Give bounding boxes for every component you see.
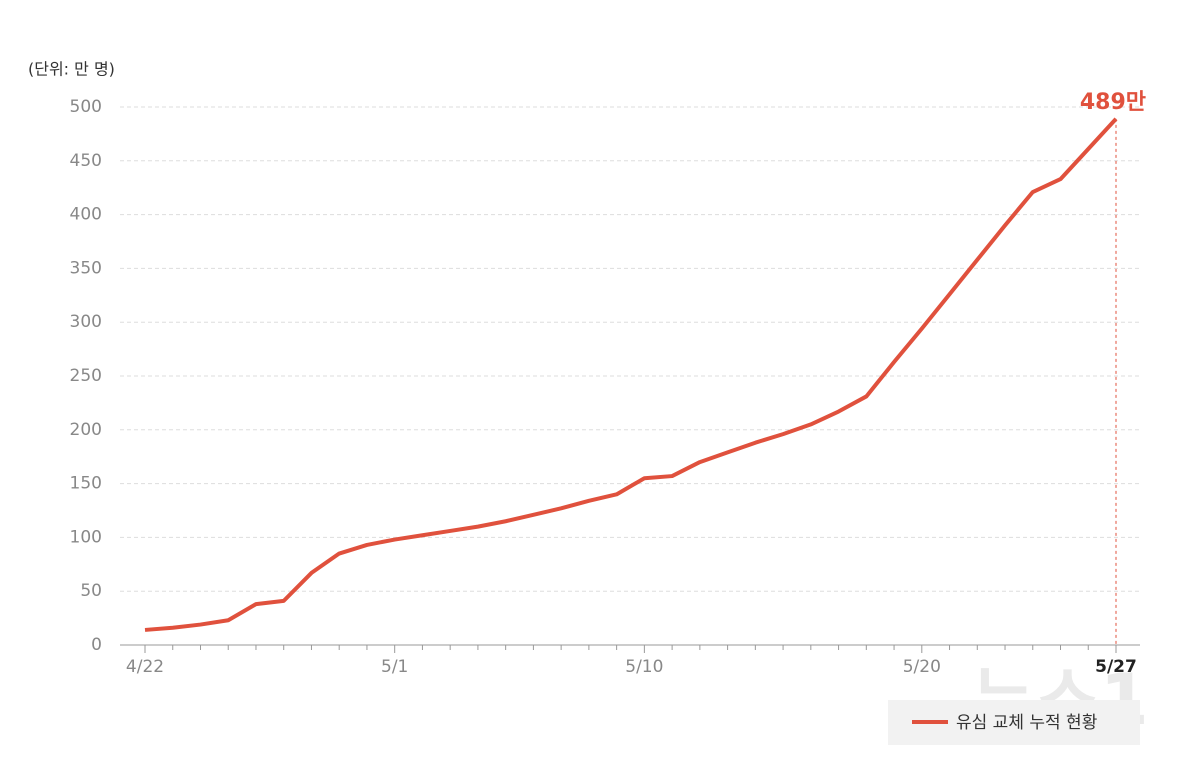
unit-label: (단위: 만 명) <box>28 60 115 79</box>
y-tick-label: 0 <box>91 635 102 655</box>
x-tick-label: 5/10 <box>625 657 663 677</box>
y-tick-label: 100 <box>70 527 102 547</box>
x-tick-label: 5/27 <box>1095 657 1137 677</box>
y-tick-label: 250 <box>70 366 102 386</box>
y-tick-label: 500 <box>70 97 102 117</box>
value-label: 489만 <box>1080 90 1146 115</box>
y-tick-label: 400 <box>70 205 102 225</box>
x-tick-label: 4/22 <box>126 657 164 677</box>
y-tick-label: 350 <box>70 258 102 278</box>
x-tick-label: 5/1 <box>381 657 408 677</box>
legend-label: 유심 교체 누적 현황 <box>956 713 1097 733</box>
y-tick-label: 300 <box>70 312 102 332</box>
x-tick-label: 5/20 <box>903 657 941 677</box>
y-tick-label: 50 <box>80 581 102 601</box>
y-tick-label: 200 <box>70 420 102 440</box>
data-line <box>144 117 1118 632</box>
y-tick-label: 150 <box>70 474 102 494</box>
y-tick-label: 450 <box>70 151 102 171</box>
